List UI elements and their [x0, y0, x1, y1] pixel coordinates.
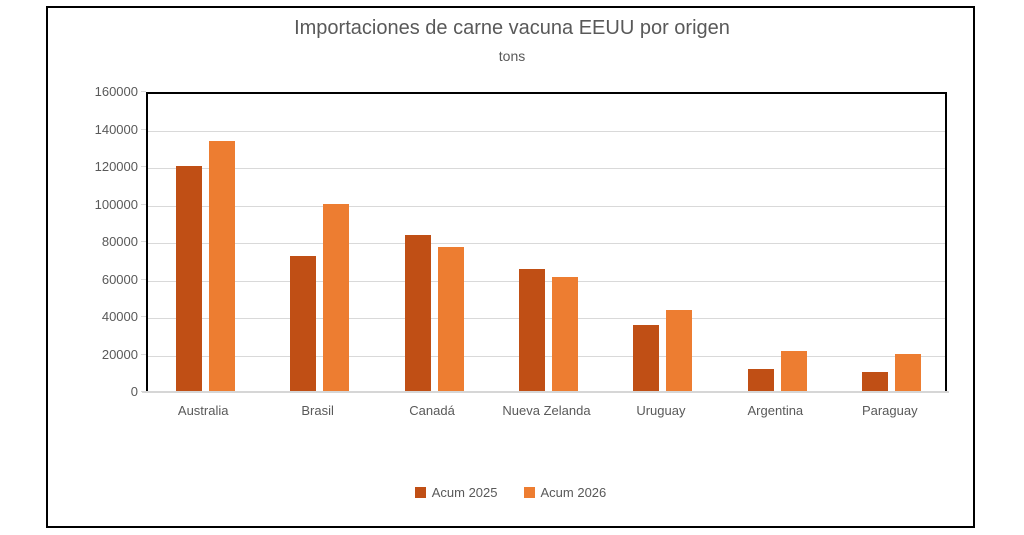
y-axis-tick-label: 120000: [94, 159, 138, 174]
chart-title: Importaciones de carne vacuna EEUU por o…: [294, 17, 730, 39]
y-tick-mark: [141, 278, 146, 280]
y-axis-tick-label: 60000: [101, 271, 138, 287]
y-tick-mark: [141, 91, 146, 92]
bar-acum-2026-argentina: [780, 350, 807, 391]
bar-acum-2026-australia: [208, 140, 235, 391]
gridline: [148, 355, 945, 357]
gridline: [148, 130, 945, 132]
y-tick-mark: [141, 241, 146, 242]
bar-acum-2025-canadá: [404, 235, 431, 391]
y-tick-mark: [141, 128, 146, 130]
x-axis-category-label: Brasil: [301, 403, 334, 418]
x-axis-category-label: Australia: [177, 403, 229, 418]
y-tick-mark: [141, 353, 146, 355]
legend-label: Acum 2026: [540, 485, 607, 500]
gridline: [148, 243, 945, 244]
bar-acum-2026-nueva-zelanda: [552, 276, 578, 391]
legend-item: Acum 2025: [414, 485, 498, 500]
y-axis-tick-label: 0: [130, 384, 138, 399]
legend-item: Acum 2026: [523, 485, 607, 500]
legend: Acum 2025 Acum 2026: [46, 485, 975, 500]
gridline: [148, 168, 945, 169]
y-tick-mark: [141, 166, 146, 167]
y-tick-mark: [141, 203, 146, 205]
bar-acum-2026-paraguay: [895, 353, 922, 391]
y-axis-tick-label: 140000: [94, 121, 138, 137]
gridline: [148, 318, 945, 319]
y-tick-mark: [141, 316, 146, 317]
gridline: [148, 205, 945, 207]
x-axis-category-label: Argentina: [747, 403, 804, 418]
chart-subtitle: tons: [498, 48, 526, 64]
bar-acum-2025-paraguay: [862, 372, 889, 391]
x-axis-category-label: Canadá: [409, 403, 455, 418]
gridline: [148, 280, 945, 282]
bar-acum-2026-uruguay: [666, 310, 693, 391]
bar-acum-2025-australia: [175, 166, 202, 391]
y-axis-tick-label: 100000: [94, 196, 138, 212]
x-axis-category-label: Uruguay: [636, 403, 686, 418]
bar-acum-2025-brasil: [290, 256, 317, 391]
x-axis-category-label: Nueva Zelanda: [502, 403, 591, 418]
y-axis-tick-label: 80000: [101, 234, 138, 249]
legend-swatch-icon: [414, 487, 426, 498]
y-axis-tick-label: 20000: [101, 346, 138, 362]
x-axis-category-label: Paraguay: [861, 403, 918, 418]
bar-acum-2025-argentina: [747, 368, 774, 391]
y-axis-tick-label: 40000: [101, 309, 138, 324]
y-axis-tick-label: 160000: [94, 84, 138, 99]
bar-acum-2025-uruguay: [633, 325, 660, 391]
bar-acum-2026-brasil: [323, 204, 350, 391]
bar-acum-2025-nueva-zelanda: [519, 269, 545, 391]
legend-swatch-icon: [523, 487, 535, 498]
legend-label: Acum 2025: [431, 485, 498, 500]
x-axis-line: [142, 391, 949, 393]
plot-area: [146, 92, 947, 392]
bar-acum-2026-canadá: [437, 246, 464, 391]
